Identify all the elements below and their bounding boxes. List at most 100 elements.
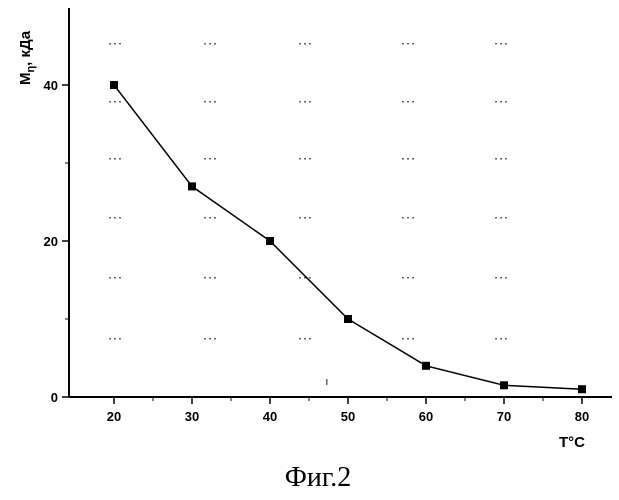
scan-speck [114, 277, 116, 279]
scan-speck [495, 101, 497, 103]
scan-speck [505, 217, 507, 219]
scan-speck [304, 101, 306, 103]
scan-speck [500, 338, 502, 340]
scan-speck [204, 277, 206, 279]
scan-speck [500, 43, 502, 45]
data-point [110, 81, 118, 89]
scan-speck [495, 277, 497, 279]
scan-speck [309, 43, 311, 45]
scan-speck [119, 217, 121, 219]
data-point [578, 385, 586, 393]
scan-speck [407, 277, 409, 279]
data-point [422, 362, 430, 370]
x-tick-label: 30 [185, 409, 199, 424]
scan-speck [214, 43, 216, 45]
plot-area [110, 81, 586, 393]
scan-speck [114, 158, 116, 160]
scan-speck [214, 101, 216, 103]
scan-speck [299, 277, 301, 279]
scan-speck [407, 158, 409, 160]
scan-speck [505, 43, 507, 45]
scan-speck [495, 338, 497, 340]
scan-speck [109, 338, 111, 340]
scan-speck [109, 277, 111, 279]
scan-speck [119, 101, 121, 103]
scan-speck [209, 217, 211, 219]
y-tick-label: 20 [44, 234, 58, 249]
scan-speck [299, 158, 301, 160]
scan-speck [299, 101, 301, 103]
x-ticks: 20304050607080 [107, 397, 589, 424]
scan-speck [299, 217, 301, 219]
scan-speck [412, 43, 414, 45]
scan-speck [204, 217, 206, 219]
scan-speck [505, 158, 507, 160]
scan-speck [114, 217, 116, 219]
y-tick-label: 40 [44, 78, 58, 93]
data-point [266, 237, 274, 245]
x-tick-label: 50 [341, 409, 355, 424]
axes [69, 8, 612, 397]
x-axis-title: T°C [559, 434, 585, 451]
scan-speck [500, 217, 502, 219]
scan-speck [304, 158, 306, 160]
scan-speck [119, 158, 121, 160]
scan-speck [309, 101, 311, 103]
data-point [500, 381, 508, 389]
scan-speck [114, 101, 116, 103]
scan-speck [412, 158, 414, 160]
scan-speck [304, 217, 306, 219]
scan-speck [299, 43, 301, 45]
scan-speck [214, 338, 216, 340]
scan-artifacts [109, 43, 507, 385]
scan-speck [500, 101, 502, 103]
scan-speck [204, 43, 206, 45]
scan-speck [109, 43, 111, 45]
x-tick-label: 70 [497, 409, 511, 424]
scan-speck [209, 101, 211, 103]
scan-speck [495, 158, 497, 160]
y-ticks: 0 20 40 [44, 78, 69, 405]
y-axis-title: Mη, кДа [17, 30, 37, 85]
x-tick-label: 40 [263, 409, 277, 424]
scan-speck [402, 277, 404, 279]
scan-speck [407, 217, 409, 219]
scan-speck [119, 277, 121, 279]
scan-speck [209, 43, 211, 45]
scan-speck [114, 338, 116, 340]
scan-speck [309, 217, 311, 219]
scan-speck [304, 338, 306, 340]
y-axis-title-main: M [17, 73, 34, 86]
x-tick-label: 80 [575, 409, 589, 424]
scan-speck [214, 158, 216, 160]
scan-speck [299, 338, 301, 340]
scan-speck [326, 379, 328, 385]
scan-speck [407, 338, 409, 340]
scan-speck [309, 158, 311, 160]
scan-speck [214, 277, 216, 279]
scan-speck [204, 338, 206, 340]
x-tick-label: 20 [107, 409, 121, 424]
scan-speck [402, 217, 404, 219]
scan-speck [109, 101, 111, 103]
scan-speck [402, 101, 404, 103]
scan-speck [500, 158, 502, 160]
data-point [188, 182, 196, 190]
scan-speck [412, 101, 414, 103]
scan-speck [407, 43, 409, 45]
scan-speck [407, 101, 409, 103]
y-tick-label: 0 [51, 390, 58, 405]
scan-speck [505, 338, 507, 340]
scan-speck [204, 101, 206, 103]
scan-speck [402, 338, 404, 340]
scan-speck [109, 158, 111, 160]
scan-speck [209, 277, 211, 279]
scan-speck [412, 217, 414, 219]
scan-speck [495, 217, 497, 219]
figure-caption: Фиг.2 [285, 462, 351, 493]
scan-speck [412, 338, 414, 340]
scan-speck [505, 277, 507, 279]
series-line [114, 85, 582, 389]
scan-speck [495, 43, 497, 45]
scan-speck [412, 277, 414, 279]
